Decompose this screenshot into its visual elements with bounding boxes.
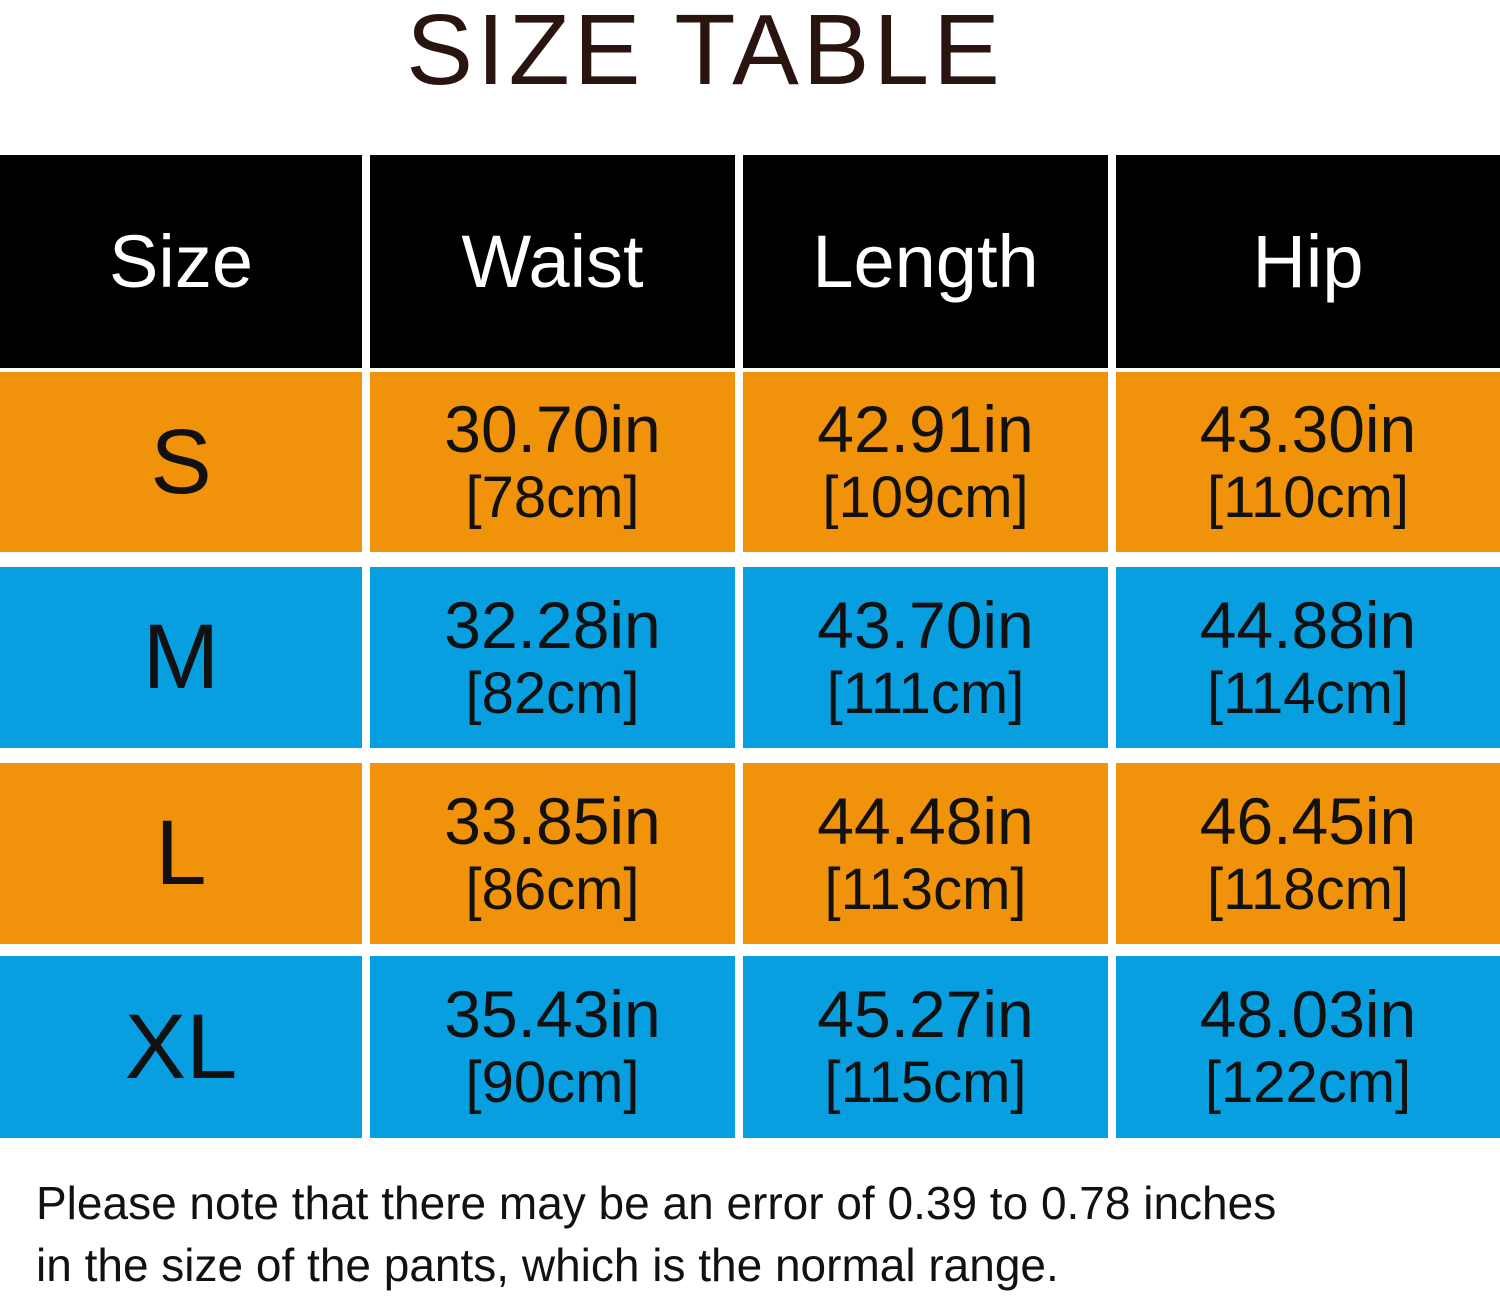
cm-value: [114cm] — [1206, 660, 1409, 726]
header-cell: Hip — [1116, 155, 1500, 368]
inch-value: 45.27in — [817, 977, 1034, 1051]
cm-value: [90cm] — [465, 1050, 640, 1115]
value-cell: 48.03in [122cm] — [1116, 956, 1500, 1138]
inch-value: 43.70in — [817, 587, 1034, 662]
cm-value: [109cm] — [822, 465, 1029, 530]
value-cell: 45.27in [115cm] — [743, 956, 1108, 1138]
inch-value: 42.91in — [817, 392, 1034, 466]
size-cell: XL — [0, 956, 362, 1138]
note-line: in the size of the pants, which is the n… — [36, 1239, 1059, 1291]
cm-value: [82cm] — [465, 660, 640, 726]
value-cell: 46.45in [118cm] — [1116, 763, 1500, 944]
value-cell: 42.91in [109cm] — [743, 372, 1108, 552]
inch-value: 43.30in — [1199, 392, 1417, 466]
value-cell: 35.43in [90cm] — [370, 956, 735, 1138]
cm-value: [111cm] — [826, 660, 1025, 726]
inch-value: 48.03in — [1199, 977, 1417, 1051]
note-line: Please note that there may be an error o… — [36, 1177, 1277, 1229]
inch-value: 35.43in — [444, 977, 661, 1051]
cm-value: [122cm] — [1204, 1050, 1412, 1115]
value-cell: 43.30in [110cm] — [1116, 372, 1500, 552]
cm-value: [113cm] — [824, 856, 1027, 922]
cm-value: [86cm] — [465, 856, 640, 922]
value-cell: 32.28in [82cm] — [370, 567, 735, 748]
cm-value: [118cm] — [1206, 856, 1409, 922]
inch-value: 33.85in — [444, 783, 661, 858]
inch-value: 32.28in — [444, 587, 661, 662]
title: SIZE TABLE — [406, 0, 1004, 106]
value-cell: 44.88in [114cm] — [1116, 567, 1500, 748]
size-cell: L — [0, 763, 362, 944]
header-cell: Waist — [370, 155, 735, 368]
size-cell: M — [0, 567, 362, 748]
value-cell: 43.70in [111cm] — [743, 567, 1108, 748]
size-cell: S — [0, 372, 362, 552]
value-cell: 44.48in [113cm] — [743, 763, 1108, 944]
cm-value: [78cm] — [465, 465, 640, 530]
header-cell: Size — [0, 155, 362, 368]
inch-value: 44.88in — [1199, 587, 1417, 662]
cm-value: [110cm] — [1206, 465, 1409, 530]
note: Please note that there may be an error o… — [36, 1172, 1276, 1296]
value-cell: 30.70in [78cm] — [370, 372, 735, 552]
cm-value: [115cm] — [824, 1050, 1027, 1115]
inch-value: 30.70in — [444, 392, 661, 466]
inch-value: 44.48in — [817, 783, 1034, 858]
inch-value: 46.45in — [1199, 783, 1417, 858]
header-cell: Length — [743, 155, 1108, 368]
value-cell: 33.85in [86cm] — [370, 763, 735, 944]
